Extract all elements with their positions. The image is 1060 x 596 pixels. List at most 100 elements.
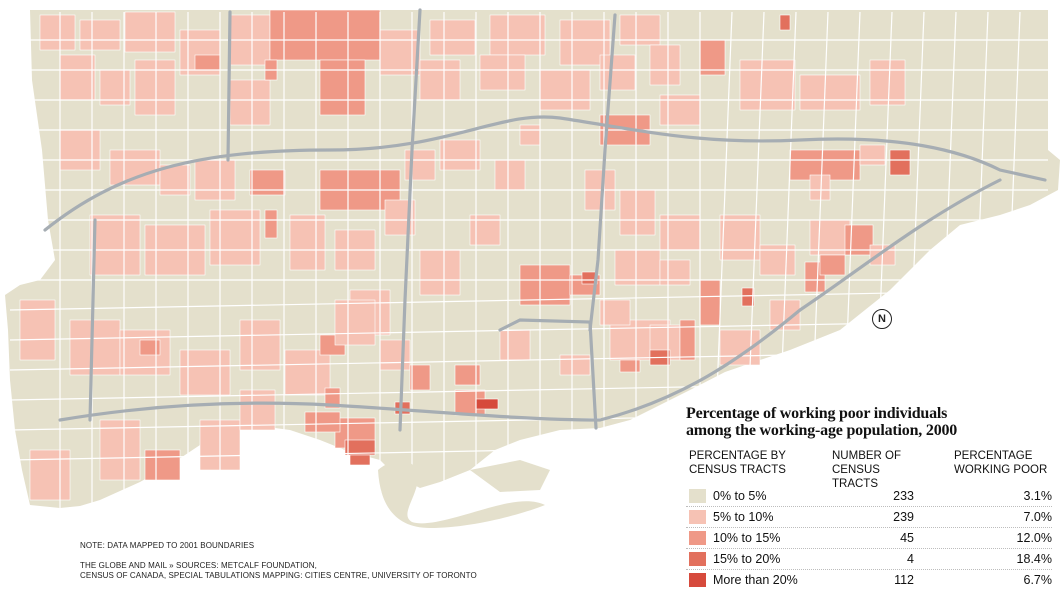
legend-row-label: 0% to 5%	[713, 489, 767, 503]
highway	[58, 178, 1002, 422]
north-arrow-icon: N	[872, 309, 892, 329]
legend-row-label: More than 20%	[713, 573, 798, 587]
legend-row-percent: 18.4%	[1016, 552, 1052, 566]
census-tract	[324, 387, 341, 409]
legend-row-percent: 6.7%	[1023, 573, 1053, 587]
land-area	[5, 10, 1060, 508]
census-tract	[239, 389, 276, 431]
census-tract	[419, 59, 461, 101]
street	[775, 11, 797, 521]
census-tract	[89, 214, 141, 276]
legend-swatch	[689, 489, 706, 503]
highway	[43, 115, 1047, 232]
legend-row-tracts: 112	[894, 573, 914, 587]
street	[807, 11, 829, 521]
census-tract	[799, 74, 861, 111]
legend-row-percent: 12.0%	[1016, 531, 1052, 545]
census-tract	[699, 279, 721, 326]
census-tract	[649, 44, 681, 86]
street	[935, 11, 957, 521]
census-tract	[29, 449, 71, 501]
census-tract	[429, 19, 476, 56]
census-tract	[144, 449, 181, 481]
census-tract	[419, 249, 461, 296]
legend-row: More than 20% 112 6.7%	[686, 570, 1052, 590]
census-tract	[494, 159, 526, 191]
highway	[398, 8, 422, 432]
census-tract	[409, 364, 431, 391]
street	[903, 11, 925, 521]
legend-swatch	[689, 510, 706, 524]
census-tract	[619, 189, 656, 236]
census-tract	[599, 54, 636, 91]
legend-row-tracts: 45	[900, 531, 914, 545]
census-tract	[539, 69, 591, 111]
legend-header-category: PERCENTAGE BY CENSUS TRACTS	[689, 450, 786, 476]
census-tract	[334, 299, 376, 346]
census-tract	[619, 359, 641, 373]
census-tract	[264, 209, 278, 239]
street	[9, 379, 1049, 401]
legend-swatch	[689, 552, 706, 566]
census-tract	[194, 159, 236, 201]
highway	[588, 13, 617, 332]
street	[743, 11, 765, 521]
census-tract	[859, 144, 886, 166]
highway	[226, 10, 232, 162]
census-tract	[659, 214, 701, 251]
map-notes: NOTE: DATA MAPPED TO 2001 BOUNDARIES THE…	[80, 541, 477, 581]
census-tract	[59, 129, 101, 171]
legend-row-label: 15% to 20%	[713, 552, 781, 566]
legend-header-tracts: NUMBER OF CENSUS TRACTS	[832, 450, 901, 490]
census-tract	[349, 454, 371, 466]
legend-row-tracts: 4	[907, 552, 914, 566]
port-lands	[470, 460, 550, 492]
census-tract	[139, 339, 161, 356]
census-tract	[239, 319, 281, 371]
street-network	[9, 11, 1049, 521]
legend-title: Percentage of working poor individuals a…	[686, 405, 958, 439]
legend-row-percent: 7.0%	[1023, 510, 1053, 524]
census-tract	[479, 54, 526, 91]
legend-row: 15% to 20% 4 18.4%	[686, 549, 1052, 570]
census-tract	[69, 319, 121, 376]
census-tract	[819, 254, 846, 276]
toronto-islands	[378, 460, 550, 528]
highways	[43, 8, 1047, 432]
census-tract	[99, 69, 131, 106]
census-tract	[124, 11, 176, 53]
legend-row-percent: 3.1%	[1023, 489, 1053, 503]
census-tract	[454, 364, 481, 386]
legend-row: 0% to 5% 233 3.1%	[686, 486, 1053, 507]
census-tract	[109, 149, 161, 186]
census-tract	[741, 287, 755, 307]
data-note: NOTE: DATA MAPPED TO 2001 BOUNDARIES	[80, 541, 255, 550]
census-tract	[559, 354, 591, 376]
census-tract	[519, 264, 571, 306]
street	[871, 11, 893, 521]
street	[9, 409, 1049, 431]
legend-swatch	[689, 573, 706, 587]
legend-swatch	[689, 531, 706, 545]
highway	[498, 318, 598, 430]
census-tract	[249, 169, 286, 196]
census-tract	[779, 14, 791, 31]
census-tract	[809, 174, 831, 201]
census-tract	[379, 29, 421, 76]
census-tract	[599, 299, 631, 326]
census-tract	[739, 59, 796, 111]
legend-row: 5% to 10% 239 7.0%	[686, 507, 1053, 528]
census-tract	[39, 14, 76, 51]
census-tract	[99, 419, 141, 481]
source-line: THE GLOBE AND MAIL » SOURCES: METCALF FO…	[80, 561, 317, 570]
legend-row-label: 5% to 10%	[713, 510, 774, 524]
census-tract	[439, 139, 481, 171]
census-tract	[379, 339, 411, 371]
street	[999, 11, 1021, 521]
census-tract	[659, 259, 691, 286]
census-tract	[319, 59, 366, 116]
census-tract	[889, 149, 911, 176]
census-tract	[719, 214, 761, 261]
census-tracts	[19, 9, 911, 501]
